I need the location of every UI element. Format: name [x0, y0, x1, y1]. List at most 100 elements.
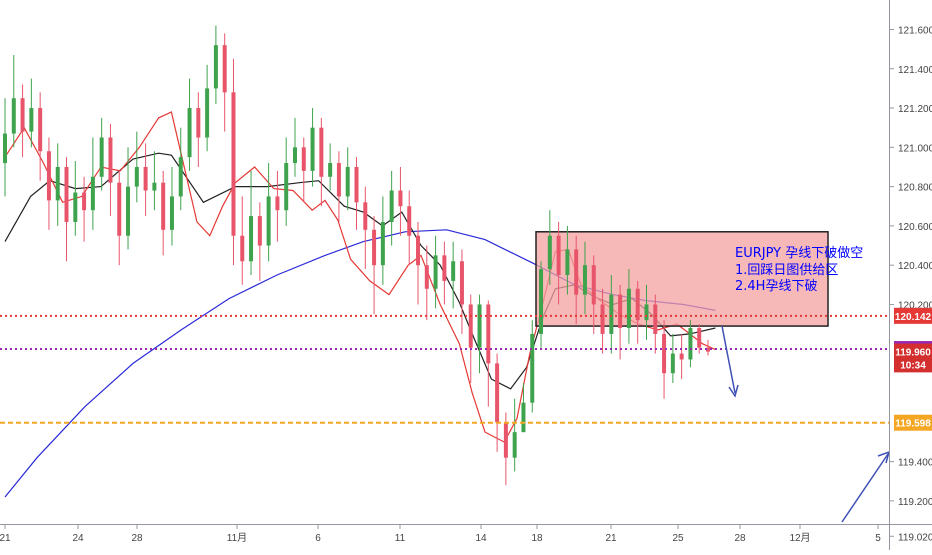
candle-body [574, 249, 579, 295]
candle-body [389, 190, 394, 222]
y-tick-label: 120.600 [898, 222, 932, 233]
y-tick-label: 121.400 [898, 65, 932, 76]
price-label-countdown: 10:34 [900, 360, 926, 371]
candle-body [653, 304, 658, 334]
down-arrow-head [728, 384, 739, 398]
candle-body [336, 163, 341, 197]
candle-body [143, 166, 148, 191]
candle-body [240, 235, 245, 262]
horizontal-levels [0, 314, 889, 424]
candle-body [451, 261, 456, 281]
down-arrow-line [721, 325, 736, 394]
candle-body [547, 235, 552, 270]
candle-body [301, 147, 306, 171]
candle-body [556, 235, 561, 275]
candle-body [442, 255, 447, 281]
candle-body [486, 304, 491, 364]
candle-body [477, 304, 482, 348]
candle-body [99, 137, 104, 177]
candle-body [372, 229, 377, 266]
x-tick-label: 5 [875, 533, 881, 544]
candle-body [284, 163, 289, 211]
candle-body [266, 196, 271, 246]
candle-body [46, 151, 51, 201]
y-tick-label: 121.000 [898, 143, 932, 154]
candle-body [117, 182, 122, 236]
candle-body [231, 92, 236, 236]
candle-body [635, 288, 640, 321]
candle-body [134, 166, 139, 187]
candle-body [178, 157, 183, 197]
candle-body [64, 166, 69, 222]
price-label-bg [894, 356, 932, 373]
y-tick-label: 120.200 [898, 300, 932, 311]
price-label-bg [894, 343, 932, 360]
candle-body [82, 192, 87, 211]
candle-body [90, 176, 95, 211]
x-tick-label: 6 [315, 533, 321, 544]
y-tick-label: 121.200 [898, 104, 932, 115]
price-label-bg [894, 414, 932, 431]
candle-body [108, 137, 113, 183]
candle-body [697, 328, 702, 348]
candle-body [530, 333, 535, 403]
candle-body [503, 422, 508, 458]
candle-body [29, 108, 34, 132]
price-label-red_level: 120.142 [895, 312, 932, 323]
x-tick-label: 21 [605, 533, 617, 544]
candle-body [328, 163, 333, 177]
candle-body [582, 265, 587, 295]
price-label-orange_level: 119.598 [895, 419, 931, 430]
candle-body [20, 98, 25, 132]
candle-body [196, 108, 201, 138]
candle-body [11, 98, 16, 134]
candle-body [398, 190, 403, 207]
candle-body [424, 265, 429, 289]
candle-body [73, 192, 78, 222]
candle-body [354, 166, 359, 203]
candle-body [249, 216, 254, 262]
x-tick-label: 14 [475, 533, 487, 544]
x-tick-label: 25 [672, 533, 684, 544]
candle-body [363, 202, 368, 230]
candle-body [521, 402, 526, 433]
x-tick-label: 18 [531, 533, 543, 544]
candle-body [609, 294, 614, 334]
annotation-line-3: 2.4H孕线下破 [735, 279, 817, 294]
candle-body [512, 432, 517, 458]
x-tick-label: 11 [395, 533, 406, 544]
candle-body [310, 127, 315, 171]
candle-body [380, 221, 385, 266]
candle-body [275, 196, 280, 211]
x-axis[interactable]: 21 24 28 11月 6 11 14 18 21 25 28 12月 5 [0, 524, 881, 544]
candle-body [152, 182, 157, 191]
candle-body [257, 216, 262, 246]
candle-body [433, 255, 438, 289]
candle-body [539, 269, 544, 334]
candle-body [38, 108, 43, 152]
annotation-line-1: EURJPY 孕线下破做空 [735, 246, 863, 261]
y-tick-label: 119.400 [898, 458, 932, 469]
candle-body [213, 45, 218, 89]
candle-body [688, 328, 693, 360]
y-axis[interactable]: 121.600 121.400 121.200 121.000 120.800 120.6… [889, 25, 932, 543]
candle-body [319, 127, 324, 177]
candle-body [345, 166, 350, 197]
x-tick-label: 28 [734, 533, 746, 544]
candle-body [187, 108, 192, 158]
price-label-last_price: 119.960 [895, 348, 931, 359]
x-tick-label: 24 [72, 533, 84, 544]
candle-body [459, 261, 464, 305]
annotation-line-2: 1.回踩日图供给区 [735, 263, 838, 278]
candle-body [468, 304, 473, 348]
y-tick-label: 120.800 [898, 183, 932, 194]
candle-body [407, 206, 412, 236]
y-tick-label: 121.600 [898, 25, 932, 36]
y-tick-label: 119.200 [898, 497, 932, 508]
candle-body [222, 45, 227, 93]
candle-body [416, 235, 421, 266]
candle-body [618, 294, 623, 329]
